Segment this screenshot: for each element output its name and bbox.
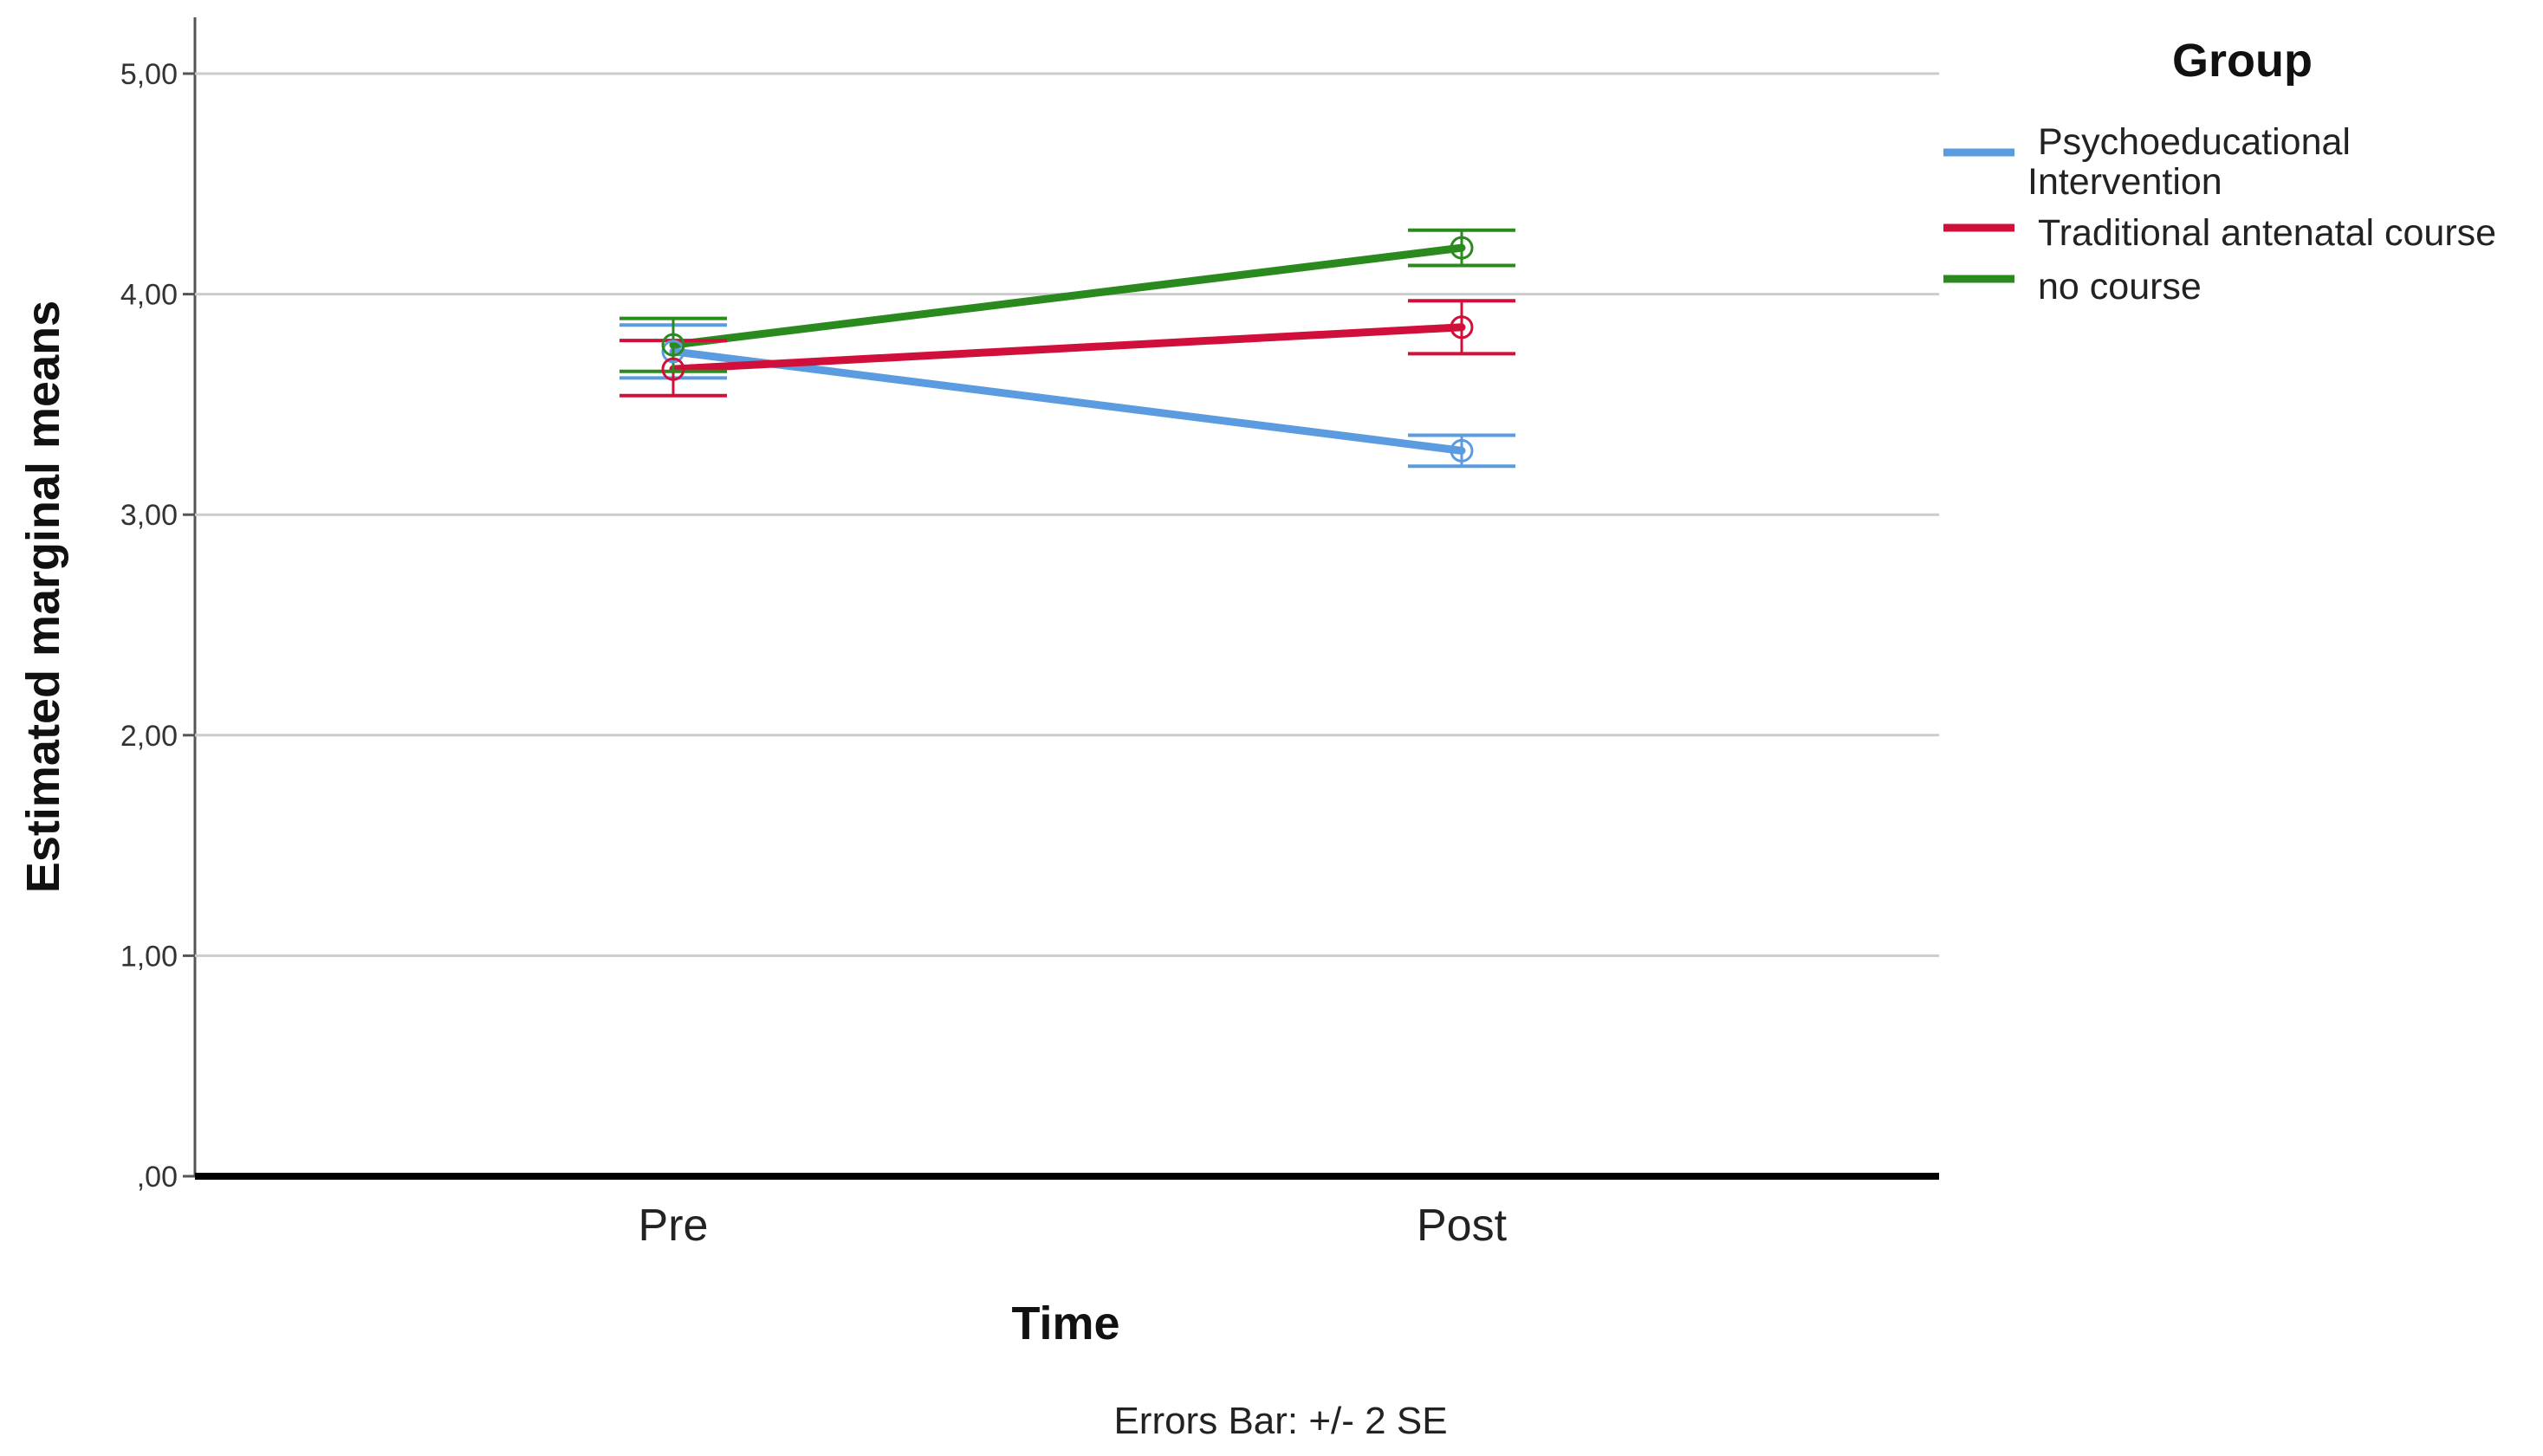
y-tick-label: 1,00 bbox=[120, 940, 178, 973]
series-0-point bbox=[661, 340, 685, 364]
series-lines bbox=[669, 243, 1466, 455]
series-1-point bbox=[1450, 315, 1474, 340]
error-bar-footnote: Errors Bar: +/- 2 SE bbox=[1113, 1400, 1447, 1442]
series-1-line bbox=[669, 323, 1466, 373]
series-2-point bbox=[661, 333, 685, 357]
series-0-line bbox=[669, 347, 1466, 455]
series-0-point bbox=[1450, 438, 1474, 463]
legend-label-psychoeducational-line2: Intervention bbox=[2027, 161, 2222, 203]
data-markers bbox=[661, 236, 1474, 463]
series-2-point bbox=[1450, 236, 1474, 260]
legend-label-traditional: Traditional antenatal course bbox=[2038, 212, 2496, 254]
legend-label-no-course: no course bbox=[2038, 266, 2202, 307]
legend-title: Group bbox=[2172, 35, 2313, 87]
x-tick-label: Pre bbox=[639, 1200, 709, 1251]
y-tick-label: 2,00 bbox=[120, 720, 178, 753]
y-tick-label: ,00 bbox=[137, 1161, 178, 1194]
y-axis-title: Estimated marginal means bbox=[17, 301, 69, 893]
x-axis-title: Time bbox=[1011, 1297, 1119, 1349]
y-tick-label: 5,00 bbox=[120, 58, 178, 91]
y-tick-label: 3,00 bbox=[120, 499, 178, 532]
y-tick-labels: ,00 1,00 2,00 3,00 4,00 5,00 bbox=[120, 58, 195, 1194]
series-2-line bbox=[669, 243, 1466, 349]
legend: Group Psychoeducational Intervention Tra… bbox=[1943, 35, 2496, 307]
series-1-point bbox=[661, 357, 685, 381]
gridlines bbox=[195, 72, 1939, 957]
x-tick-labels: Pre Post bbox=[639, 1200, 1508, 1251]
legend-label-psychoeducational-line1: Psychoeducational bbox=[2038, 121, 2351, 163]
y-tick-label: 4,00 bbox=[120, 279, 178, 312]
error-bars bbox=[620, 228, 1515, 469]
x-tick-label: Post bbox=[1417, 1200, 1508, 1251]
